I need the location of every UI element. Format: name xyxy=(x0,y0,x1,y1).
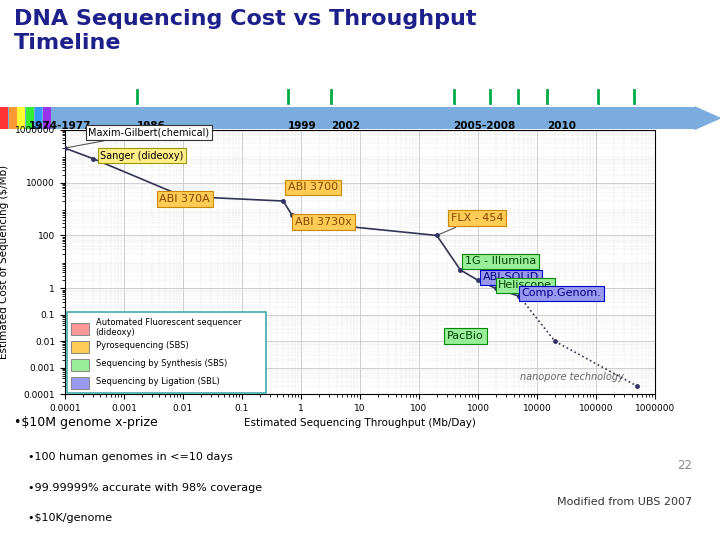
Text: Sequencing by Synthesis (SBS): Sequencing by Synthesis (SBS) xyxy=(96,359,227,368)
Text: 2010: 2010 xyxy=(547,122,576,131)
Text: Maxim-Gilbert(chemical): Maxim-Gilbert(chemical) xyxy=(68,127,210,147)
Text: Pyrosequencing (SBS): Pyrosequencing (SBS) xyxy=(96,341,189,350)
Text: •$10M genome x-prize: •$10M genome x-prize xyxy=(14,416,158,429)
Text: 1974-1977: 1974-1977 xyxy=(29,122,91,131)
Bar xyxy=(43,107,51,129)
FancyBboxPatch shape xyxy=(67,312,266,393)
Text: 2005-2008: 2005-2008 xyxy=(454,122,516,131)
Bar xyxy=(26,107,34,129)
Text: PacBio: PacBio xyxy=(447,331,484,341)
Text: FLX - 454: FLX - 454 xyxy=(439,213,504,234)
Bar xyxy=(9,107,17,129)
Text: Modified from UBS 2007: Modified from UBS 2007 xyxy=(557,497,692,507)
Text: •99.99999% accurate with 98% coverage: •99.99999% accurate with 98% coverage xyxy=(14,483,262,494)
Bar xyxy=(0,107,8,129)
Text: 2002: 2002 xyxy=(331,122,360,131)
Bar xyxy=(0,107,695,129)
Bar xyxy=(35,107,42,129)
Bar xyxy=(71,323,89,335)
Text: Comp.Genom.: Comp.Genom. xyxy=(522,288,602,298)
Bar xyxy=(71,377,89,389)
Text: 1999: 1999 xyxy=(288,122,317,131)
Text: •100 human genomes in <=10 days: •100 human genomes in <=10 days xyxy=(14,453,233,462)
Bar xyxy=(71,341,89,353)
Text: 1G - Illumina: 1G - Illumina xyxy=(465,256,536,266)
Text: Sanger (dideoxy): Sanger (dideoxy) xyxy=(100,151,184,160)
Bar xyxy=(71,359,89,371)
Text: 1986: 1986 xyxy=(137,122,166,131)
Text: Heliscope: Heliscope xyxy=(498,280,552,291)
Text: ABI 3700: ABI 3700 xyxy=(288,183,338,192)
X-axis label: Estimated Sequencing Throughput (Mb/Day): Estimated Sequencing Throughput (Mb/Day) xyxy=(244,418,476,428)
Text: 22: 22 xyxy=(677,459,692,472)
Text: •$10K/genome: •$10K/genome xyxy=(14,513,112,523)
Text: ABI 370A: ABI 370A xyxy=(159,194,210,204)
Text: ABI 3730x: ABI 3730x xyxy=(295,217,352,227)
Y-axis label: Estimated Cost of Sequencing ($/Mb): Estimated Cost of Sequencing ($/Mb) xyxy=(0,165,9,359)
Text: Automated Fluorescent sequencer
(dideoxy): Automated Fluorescent sequencer (dideoxy… xyxy=(96,318,241,337)
Text: Sequencing by Ligation (SBL): Sequencing by Ligation (SBL) xyxy=(96,377,220,386)
Polygon shape xyxy=(695,107,720,129)
Bar xyxy=(17,107,25,129)
Text: DNA Sequencing Cost vs Throughput
Timeline: DNA Sequencing Cost vs Throughput Timeli… xyxy=(14,10,477,53)
Text: nanopore technology: nanopore technology xyxy=(521,372,624,382)
Text: ABI-SOLiD: ABI-SOLiD xyxy=(482,272,539,282)
